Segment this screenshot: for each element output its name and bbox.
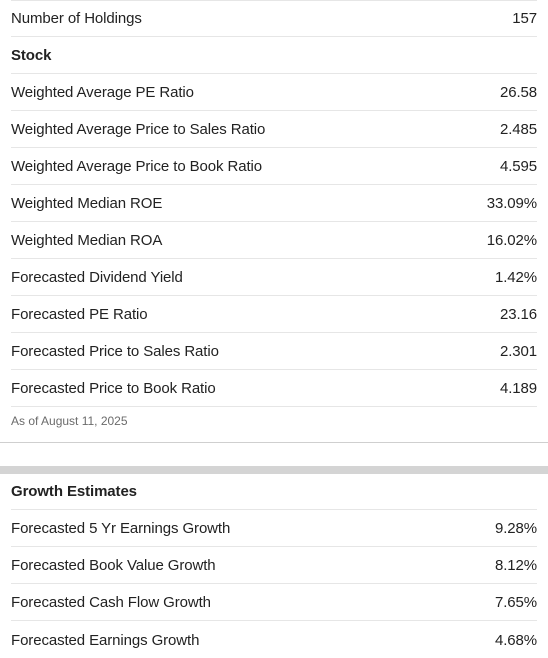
stat-row-forecasted-5yr-earnings-growth: Forecasted 5 Yr Earnings Growth 9.28% xyxy=(11,511,537,547)
stat-value: 4.595 xyxy=(499,158,537,175)
stat-label: Forecasted PE Ratio xyxy=(11,306,148,323)
stat-value: 9.28% xyxy=(494,520,537,537)
top-divider xyxy=(11,0,537,1)
stat-label: Forecasted Cash Flow Growth xyxy=(11,594,211,611)
stat-value: 8.12% xyxy=(494,557,537,574)
stat-row-forecasted-dividend-yield: Forecasted Dividend Yield 1.42% xyxy=(11,260,537,296)
stat-label: Weighted Median ROE xyxy=(11,195,163,212)
growth-section-title: Growth Estimates xyxy=(11,483,137,500)
stat-row-forecasted-book-value-growth: Forecasted Book Value Growth 8.12% xyxy=(11,548,537,584)
stat-label: Weighted Median ROA xyxy=(11,232,163,249)
stat-value: 4.68% xyxy=(494,631,537,649)
stat-row-forecasted-price-to-book: Forecasted Price to Book Ratio 4.189 xyxy=(11,371,537,407)
stat-label: Forecasted Earnings Growth xyxy=(11,631,200,649)
stat-row-forecasted-price-to-sales: Forecasted Price to Sales Ratio 2.301 xyxy=(11,334,537,370)
stat-label: Weighted Average Price to Sales Ratio xyxy=(11,121,266,138)
stat-label: Forecasted Book Value Growth xyxy=(11,557,216,574)
holdings-label: Number of Holdings xyxy=(11,10,142,27)
stat-value: 26.58 xyxy=(499,84,537,101)
stat-label: Forecasted Price to Sales Ratio xyxy=(11,343,219,360)
stat-label: Weighted Average Price to Book Ratio xyxy=(11,158,262,175)
stock-characteristics-card: Number of Holdings 157 Stock Weighted Av… xyxy=(0,0,548,443)
section-separator xyxy=(0,466,548,474)
as-of-date-note: As of August 11, 2025 xyxy=(11,414,128,428)
stat-row-weighted-median-roa: Weighted Median ROA 16.02% xyxy=(11,223,537,259)
stat-value: 2.301 xyxy=(499,343,537,360)
stock-section-header: Stock xyxy=(11,38,537,74)
stat-value: 1.42% xyxy=(494,269,537,286)
stat-row-weighted-average-pe: Weighted Average PE Ratio 26.58 xyxy=(11,75,537,111)
stat-row-forecasted-cash-flow-growth: Forecasted Cash Flow Growth 7.65% xyxy=(11,585,537,621)
stat-label: Forecasted Price to Book Ratio xyxy=(11,380,216,397)
stat-value: 7.65% xyxy=(494,594,537,611)
growth-estimates-card: Growth Estimates Forecasted 5 Yr Earning… xyxy=(0,474,548,650)
stat-label: Forecasted 5 Yr Earnings Growth xyxy=(11,520,231,537)
holdings-value: 157 xyxy=(512,10,537,27)
stat-value: 23.16 xyxy=(499,306,537,323)
stat-value: 16.02% xyxy=(486,232,537,249)
holdings-row: Number of Holdings 157 xyxy=(11,1,537,37)
stat-row-weighted-average-price-to-sales: Weighted Average Price to Sales Ratio 2.… xyxy=(11,112,537,148)
stock-section-title: Stock xyxy=(11,47,52,64)
stat-row-weighted-median-roe: Weighted Median ROE 33.09% xyxy=(11,186,537,222)
stat-row-forecasted-pe: Forecasted PE Ratio 23.16 xyxy=(11,297,537,333)
stat-value: 2.485 xyxy=(499,121,537,138)
stat-value: 33.09% xyxy=(486,195,537,212)
stat-row-weighted-average-price-to-book: Weighted Average Price to Book Ratio 4.5… xyxy=(11,149,537,185)
growth-section-header: Growth Estimates xyxy=(11,474,537,510)
stat-label: Forecasted Dividend Yield xyxy=(11,269,183,286)
stat-value: 4.189 xyxy=(499,380,537,397)
stat-label: Weighted Average PE Ratio xyxy=(11,84,194,101)
stat-row-forecasted-earnings-growth: Forecasted Earnings Growth 4.68% xyxy=(11,622,537,658)
